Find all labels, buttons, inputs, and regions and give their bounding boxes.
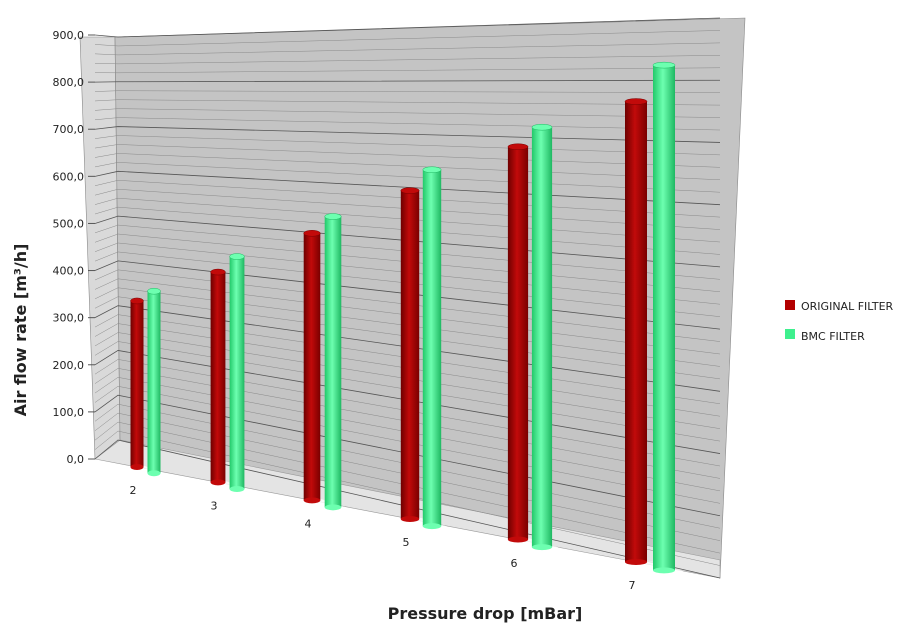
- y-axis-label: Air flow rate [m³/h]: [11, 244, 30, 417]
- bar-original-5: [400, 190, 420, 519]
- bar-bmc-5: [422, 169, 442, 527]
- minor-gridline: [94, 67, 721, 74]
- bar-base: [507, 536, 529, 543]
- legend-label-bmc: BMC FILTER: [801, 330, 865, 343]
- minor-gridline: [94, 108, 721, 118]
- legend-label-original: ORIGINAL FILTER: [801, 300, 894, 313]
- y-tick-label: 100,0: [53, 406, 85, 419]
- bar-base: [324, 504, 342, 511]
- bar-bmc-2: [147, 291, 161, 474]
- bar-bmc-4: [324, 216, 342, 508]
- major-gridline: [94, 79, 721, 83]
- bar-top: [324, 213, 342, 220]
- x-tick-label: 3: [211, 500, 218, 513]
- bar-base: [130, 463, 144, 470]
- bar-bmc-3: [229, 256, 245, 490]
- bar-base: [229, 486, 245, 493]
- bar-original-6: [507, 146, 529, 540]
- bar-base: [210, 479, 226, 486]
- bar-top: [422, 166, 442, 173]
- legend-swatch-bmc: [785, 329, 795, 339]
- minor-gridline: [94, 55, 721, 65]
- minor-gridline: [94, 117, 721, 131]
- bar-top: [624, 98, 648, 105]
- bar-base: [625, 559, 647, 566]
- y-tick-label: 600,0: [53, 170, 85, 183]
- y-tick-label: 700,0: [53, 123, 85, 136]
- legend-item-bmc-filter: BMC FILTER: [785, 329, 865, 343]
- x-tick-label: 7: [629, 579, 636, 592]
- legend-item-original-filter: ORIGINAL FILTER: [785, 300, 894, 313]
- y-tick-label: 300,0: [53, 312, 85, 325]
- x-tick-label: 6: [511, 557, 518, 570]
- y-tick-label: 200,0: [53, 359, 85, 372]
- bar-base: [653, 567, 675, 574]
- major-gridline: [94, 126, 721, 143]
- bar-top: [210, 268, 226, 276]
- y-tick-label: 500,0: [53, 217, 85, 230]
- minor-gridline: [94, 42, 721, 56]
- x-tick-label: 4: [305, 518, 312, 531]
- bar-base: [400, 515, 420, 522]
- y-tick-label: 900,0: [53, 29, 85, 42]
- bar-original-7: [625, 101, 647, 563]
- bar-top: [507, 143, 529, 151]
- bar-top: [400, 187, 420, 194]
- side-wall: [79, 36, 121, 460]
- bar-top: [229, 253, 245, 260]
- bar-original-4: [303, 233, 321, 501]
- bar-top: [652, 61, 676, 69]
- bar-original-2: [130, 300, 144, 467]
- bar-original-3: [210, 272, 226, 483]
- legend-swatch-original: [785, 300, 795, 310]
- minor-gridline: [94, 99, 721, 106]
- bar-base: [422, 523, 442, 530]
- legend: ORIGINAL FILTER BMC FILTER: [785, 300, 894, 343]
- major-gridline: [94, 17, 721, 38]
- bar-bmc-7: [653, 65, 675, 571]
- bar-top: [531, 123, 553, 131]
- minor-gridline: [94, 30, 721, 47]
- x-axis-label: Pressure drop [mBar]: [388, 604, 583, 623]
- y-tick-label: 400,0: [53, 265, 85, 278]
- bar-top: [130, 297, 144, 305]
- bar-bmc-6: [531, 127, 553, 548]
- bar-base: [303, 497, 321, 504]
- bar-top: [147, 287, 161, 295]
- bar-top: [303, 230, 321, 237]
- y-tick-label: 800,0: [53, 76, 85, 89]
- y-tick-label: 0,0: [67, 453, 85, 466]
- minor-gridline: [94, 90, 721, 93]
- bar-base: [531, 544, 553, 551]
- x-tick-label: 5: [403, 536, 410, 549]
- x-tick-label: 2: [130, 484, 137, 497]
- bar-base: [147, 470, 161, 477]
